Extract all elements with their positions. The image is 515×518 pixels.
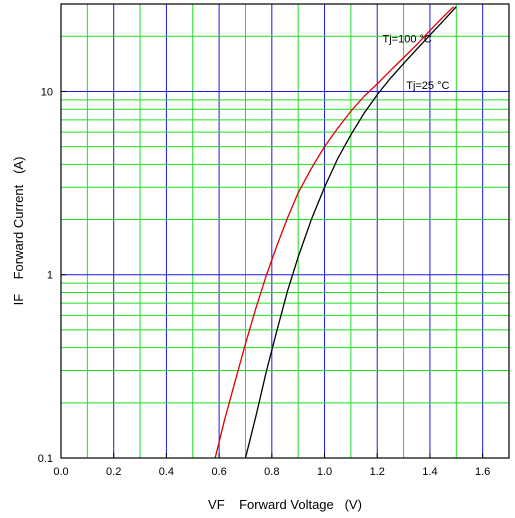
- y-axis-label: IF Forward Current (A): [11, 157, 26, 306]
- annotation-layer: Tj=100 °C Tj=25 °C: [383, 33, 450, 92]
- y-tick-label: 0.1: [38, 453, 53, 465]
- series-layer: [214, 6, 457, 458]
- x-tick-label: 1.6: [475, 466, 490, 478]
- x-tick-label: 0.8: [264, 466, 279, 478]
- x-tick-label: 0.0: [53, 466, 68, 478]
- grid-lines: [61, 4, 509, 458]
- x-axis-label: VF Forward Voltage (V): [208, 497, 362, 512]
- series-line-tj25: [244, 6, 457, 458]
- x-tick-label: 0.6: [211, 466, 226, 478]
- x-tick-label: 1.4: [422, 466, 437, 478]
- y-tick-label: 10: [41, 86, 53, 98]
- plot-frame: [60, 3, 510, 459]
- x-tick-label: 0.4: [159, 466, 174, 478]
- x-tick-label: 1.0: [317, 466, 332, 478]
- tick-labels: 0.0 0.2 0.4 0.6 0.8 1.0 1.2 1.4 1.6 0.1 1 10: [38, 86, 491, 478]
- x-tick-label: 1.2: [370, 466, 385, 478]
- annotation-tj100: Tj=100 °C: [383, 33, 432, 45]
- series-line-tj100: [214, 6, 455, 458]
- y-tick-label: 1: [47, 270, 53, 282]
- x-tick-label: 0.2: [106, 466, 121, 478]
- annotation-tj25: Tj=25 °C: [406, 80, 449, 92]
